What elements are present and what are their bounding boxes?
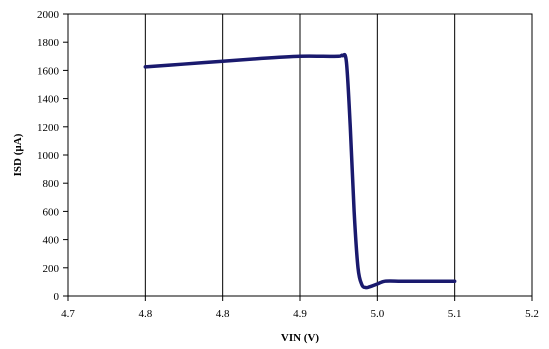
x-axis-title: VIN (V) — [281, 332, 320, 344]
y-tick-label: 1600 — [37, 65, 60, 77]
y-tick-label: 1400 — [37, 94, 60, 106]
x-tick-label: 5.0 — [370, 308, 384, 320]
y-tick-label: 0 — [54, 291, 60, 303]
series-line — [143, 52, 457, 290]
y-tick-label: 600 — [43, 206, 60, 218]
y-tick-label: 2000 — [37, 9, 60, 21]
series-lines — [143, 52, 457, 290]
x-tick-label: 4.7 — [61, 308, 75, 320]
y-tick-label: 1200 — [37, 122, 60, 134]
y-tick-label: 1800 — [37, 37, 60, 49]
axes — [63, 13, 533, 301]
x-tick-labels: 4.7 4.8 4.8 4.9 5.0 5.1 5.2 — [61, 308, 539, 320]
x-tick-label: 4.8 — [216, 308, 230, 320]
x-tick-label: 4.8 — [138, 308, 152, 320]
y-tick-labels: 0 200 400 600 800 1000 1200 1400 1600 1800 2000 — [37, 9, 60, 303]
y-tick-label: 400 — [43, 235, 60, 247]
y-tick-label: 800 — [43, 178, 60, 190]
y-tick-label: 1000 — [37, 150, 60, 162]
x-tick-label: 5.1 — [448, 308, 462, 320]
x-tick-label: 5.2 — [525, 308, 539, 320]
y-tick-label: 200 — [43, 263, 60, 275]
y-axis-title: ISD (µA) — [12, 133, 24, 176]
x-tick-label: 4.9 — [293, 308, 307, 320]
